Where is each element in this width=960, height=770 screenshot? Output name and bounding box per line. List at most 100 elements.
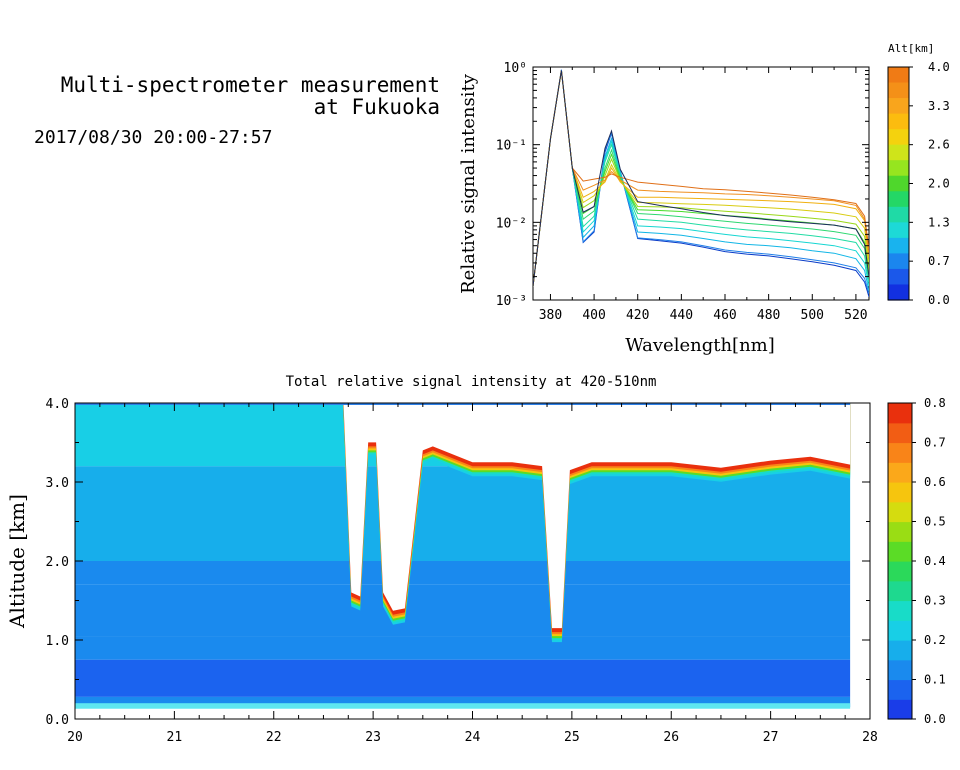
- value-colorbar-cell: [888, 521, 912, 542]
- spectrum-chart: 380 400 420 440 460 480 500 52010⁰10⁻¹10⁻²10⁻³ …: [458, 61, 870, 356]
- altitude-colorbar-tick-label: 3.3: [928, 99, 950, 113]
- heatmap-x-tick-label: 22: [266, 730, 282, 745]
- value-colorbar-cell: [888, 561, 912, 582]
- spectrum-y-tick-label: 10⁻³: [496, 294, 527, 309]
- heatmap-y-axis-label: Altitude [km]: [5, 494, 29, 629]
- altitude-colorbar-cell: [888, 175, 909, 192]
- spectrum-x-tick-label: 460: [713, 308, 736, 323]
- heatmap-y-tick-label: 2.0: [46, 555, 69, 570]
- value-colorbar-cell: [888, 403, 912, 424]
- altitude-colorbar-cell: [888, 160, 909, 177]
- altitude-colorbar-cell: [888, 144, 909, 161]
- value-colorbar-tick-label: 0.5: [924, 515, 946, 529]
- value-colorbar-tick-label: 0.3: [924, 594, 946, 608]
- heatmap-title: Total relative signal intensity at 420-5…: [286, 374, 657, 390]
- title-line-1: Multi-spectrometer measurement: [60, 73, 440, 97]
- altitude-colorbar-title: Alt[km]: [888, 42, 934, 55]
- altitude-colorbar-tick-label: 4.0: [928, 60, 950, 74]
- value-colorbar-cell: [888, 482, 912, 503]
- heatmap-y-tick-label: 4.0: [46, 397, 69, 412]
- heatmap-altitude-band: [75, 636, 851, 660]
- value-colorbar-tick-label: 0.7: [924, 436, 946, 450]
- value-colorbar-cell: [888, 659, 912, 681]
- spectrum-series-line-1: [533, 69, 869, 295]
- altitude-colorbar-cell: [888, 222, 909, 239]
- altitude-colorbar-cell: [888, 284, 909, 301]
- heatmap-x-tick-label: 23: [365, 730, 381, 745]
- spectrum-x-tick-label: 500: [801, 308, 824, 323]
- altitude-colorbar-cell: [888, 82, 909, 99]
- spectrum-series-line-4: [533, 70, 869, 287]
- altitude-colorbar-cell: [888, 67, 909, 84]
- spectrum-series-line-9: [533, 70, 869, 287]
- altitude-colorbar-tick-label: 2.0: [928, 177, 950, 191]
- spectrum-series-line-12: [533, 70, 869, 287]
- heatmap-x-tick-label: 24: [465, 730, 481, 745]
- value-colorbar-cell: [888, 699, 912, 720]
- value-colorbar-tick-label: 0.0: [924, 712, 946, 726]
- heatmap-altitude-band: [75, 659, 851, 697]
- altitude-colorbar-cell: [888, 129, 909, 146]
- spectrum-series-line-7: [533, 70, 869, 287]
- value-colorbar-cell: [888, 620, 912, 641]
- altitude-colorbar-cell: [888, 98, 909, 115]
- value-colorbar-cell: [888, 640, 912, 661]
- heatmap-x-tick-label: 21: [167, 730, 183, 745]
- altitude-colorbar-tick-label: 0.0: [928, 293, 950, 307]
- spectrum-x-tick-label: 400: [582, 308, 605, 323]
- heatmap-cloud-region: [343, 403, 851, 629]
- heatmap-x-tick-label: 26: [663, 730, 679, 745]
- spectrum-series-line-3: [533, 70, 869, 287]
- value-colorbar-cell: [888, 462, 912, 483]
- spectrum-x-tick-label: 480: [757, 308, 780, 323]
- heatmap-y-tick-label: 3.0: [46, 476, 69, 491]
- spectrum-series-line-6: [533, 70, 869, 287]
- altitude-colorbar-cell: [888, 268, 909, 286]
- spectrum-y-tick-label: 10⁻²: [496, 216, 527, 231]
- spectrum-x-tick-label: 380: [539, 308, 562, 323]
- spectrum-y-tick-label: 10⁰: [504, 61, 527, 76]
- heatmap-x-tick-label: 27: [763, 730, 779, 745]
- spectrum-series-line-11: [533, 70, 869, 287]
- spectrum-x-tick-label: 440: [670, 308, 693, 323]
- value-colorbar-tick-label: 0.8: [924, 396, 946, 410]
- spectrum-y-axis-label: Relative signal intensity: [458, 73, 479, 294]
- value-colorbar-cell: [888, 541, 912, 562]
- heatmap-altitude-band: [75, 466, 851, 561]
- value-colorbar-cell: [888, 422, 912, 444]
- spectrum-plot-frame: [532, 66, 870, 301]
- heatmap-altitude-band: [75, 696, 851, 708]
- value-colorbar-cell: [888, 580, 912, 602]
- measurement-datetime: 2017/08/30 20:00-27:57: [34, 127, 273, 148]
- heatmap-y-tick-label: 0.0: [46, 713, 69, 728]
- altitude-colorbar-cell: [888, 253, 909, 270]
- value-colorbar-cell: [888, 679, 912, 700]
- altitude-colorbar-tick-label: 2.6: [928, 138, 950, 152]
- altitude-colorbar: Alt[km] 4.0 3.3 2.6 2.0 1.3 0.7 0.0: [887, 42, 950, 307]
- altitude-colorbar-tick-label: 1.3: [928, 215, 950, 229]
- value-colorbar-cell: [888, 501, 912, 523]
- heatmap-x-tick-label: 25: [564, 730, 580, 745]
- title-line-2: at Fukuoka: [313, 95, 440, 119]
- altitude-colorbar-tick-label: 0.7: [928, 254, 950, 268]
- value-colorbar-tick-label: 0.1: [924, 673, 946, 687]
- altitude-colorbar-cell: [888, 113, 909, 130]
- heatmap-chart: Total relative signal intensity at 420-5…: [5, 374, 878, 745]
- spectrum-x-tick-label: 520: [844, 308, 867, 323]
- altitude-colorbar-cell: [888, 237, 909, 254]
- value-colorbar-tick-label: 0.6: [924, 475, 946, 489]
- heatmap-altitude-band: [75, 584, 851, 637]
- heatmap-y-tick-label: 1.0: [46, 634, 69, 649]
- value-colorbar-tick-label: 0.4: [924, 554, 946, 568]
- heatmap-x-tick-label: 20: [67, 730, 83, 745]
- heatmap-altitude-band: [75, 561, 851, 585]
- spectrum-series-line-10: [533, 70, 869, 287]
- spectrum-series-line-5: [533, 70, 869, 287]
- heatmap-x-tick-label: 28: [862, 730, 878, 745]
- spectrum-x-axis-label: Wavelength[nm]: [625, 335, 775, 356]
- altitude-colorbar-cell: [888, 191, 909, 208]
- spectrum-y-tick-label: 10⁻¹: [496, 139, 527, 154]
- value-colorbar: 0.8 0.7 0.6 0.5 0.4 0.3 0.2 0.1 0.0: [887, 396, 946, 726]
- spectrum-series-line-0: [533, 69, 869, 297]
